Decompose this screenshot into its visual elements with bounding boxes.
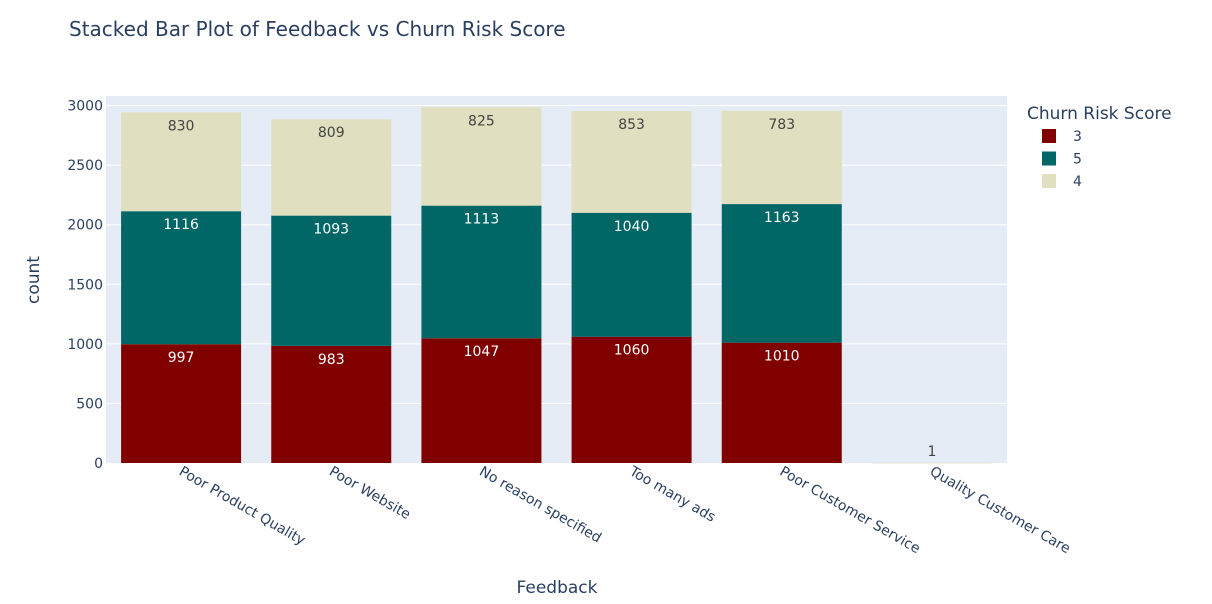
x-tick-label: Poor Customer Service [777, 464, 923, 558]
bar-value-label: 1116 [163, 217, 199, 233]
x-tick-label: No reason specified [476, 464, 604, 547]
legend[interactable]: Churn Risk Score 3 5 4 [1027, 104, 1172, 190]
legend-label: 4 [1073, 174, 1082, 190]
bar-segment[interactable] [121, 344, 242, 463]
legend-swatch [1042, 151, 1056, 166]
bar-labels: 997 1116 830 983 1093 809 1047 1113 825 1060 1040 8… [163, 113, 936, 460]
bar-value-label: 1093 [313, 222, 349, 238]
bar-value-label: 1047 [464, 344, 500, 360]
y-tick-label: 1500 [67, 277, 103, 293]
x-tick-label: Poor Website [326, 464, 413, 523]
legend-item[interactable]: 4 [1042, 174, 1082, 190]
bar-value-label: 825 [468, 113, 495, 129]
legend-title: Churn Risk Score [1027, 104, 1172, 124]
bar-segment[interactable] [571, 111, 692, 213]
bar-value-label: 1113 [464, 212, 500, 228]
bar-segment[interactable] [271, 215, 392, 346]
bar-segment[interactable] [721, 110, 842, 205]
x-axis-title: Feedback [517, 578, 598, 598]
bar-value-label: 1 [927, 444, 936, 460]
y-axis-title: count [24, 256, 44, 304]
bar-value-label: 783 [768, 117, 795, 133]
bar-value-label: 997 [168, 350, 195, 366]
bar-value-label: 983 [318, 352, 345, 368]
x-axis-ticks: Poor Product Quality Poor Website No reaso… [176, 463, 1073, 557]
bar-value-label: 809 [318, 125, 345, 141]
x-tick-label: Quality Customer Care [927, 464, 1073, 558]
bar-value-label: 1010 [764, 349, 800, 365]
bar-segment[interactable] [421, 107, 542, 206]
bar-segment[interactable] [271, 119, 392, 216]
bar-segment[interactable] [571, 212, 692, 337]
y-axis-ticks: 0 500 1000 1500 2000 2500 3000 [67, 99, 103, 472]
bar-segment[interactable] [421, 338, 542, 463]
bar-value-label: 1163 [764, 210, 800, 226]
bar-value-label: 1040 [614, 219, 650, 235]
bar-segment[interactable] [721, 204, 842, 343]
legend-label: 5 [1073, 152, 1082, 168]
y-tick-label: 500 [76, 396, 103, 412]
bar-value-label: 830 [168, 118, 195, 134]
legend-swatch [1042, 129, 1056, 143]
bar-segment[interactable] [271, 345, 392, 463]
legend-swatch [1042, 174, 1056, 188]
y-tick-label: 3000 [67, 99, 103, 115]
gridlines [106, 105, 1007, 404]
x-tick-label: Poor Product Quality [176, 464, 308, 549]
legend-item[interactable]: 5 [1042, 151, 1082, 168]
bar-segment[interactable] [571, 336, 692, 463]
y-tick-label: 0 [94, 456, 103, 472]
chart-title: Stacked Bar Plot of Feedback vs Churn Ri… [69, 17, 566, 41]
bar-segment[interactable] [121, 112, 242, 212]
legend-item[interactable]: 3 [1042, 129, 1082, 145]
x-tick-label: Too many ads [626, 463, 718, 526]
bar-segment[interactable] [121, 211, 242, 345]
bar-value-label: 853 [618, 117, 645, 133]
bar-segment[interactable] [871, 462, 992, 464]
plot-area [106, 96, 1007, 463]
bar-segment[interactable] [721, 342, 842, 463]
bar-segment[interactable] [421, 205, 542, 339]
legend-label: 3 [1073, 129, 1082, 145]
y-tick-label: 2000 [67, 218, 103, 234]
y-tick-label: 1000 [67, 337, 103, 353]
y-tick-label: 2500 [67, 158, 103, 174]
bar-value-label: 1060 [614, 343, 650, 359]
bars [121, 107, 992, 464]
